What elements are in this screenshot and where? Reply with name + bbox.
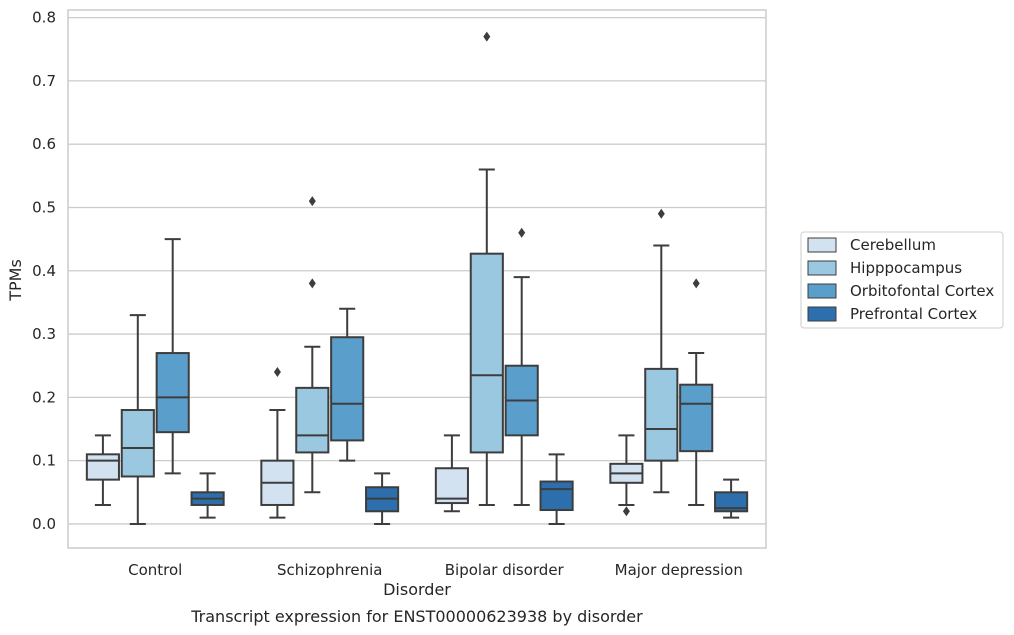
- box-group: [260, 367, 295, 519]
- box-group: [434, 434, 469, 513]
- box-iqr: [120, 409, 155, 478]
- y-tick-label: 0.0: [32, 515, 56, 533]
- legend-swatch: [807, 260, 837, 276]
- x-tick-label: Major depression: [615, 561, 743, 579]
- box-group: [679, 278, 714, 506]
- x-tick-label: Control: [128, 561, 182, 579]
- legend-label: Cerebellum: [850, 236, 936, 254]
- y-tick-label: 0.2: [32, 388, 56, 406]
- outlier-point: [692, 278, 700, 289]
- legend-swatch: [807, 237, 837, 253]
- box-iqr: [330, 336, 365, 442]
- outlier-point: [273, 367, 281, 378]
- box-iqr: [434, 467, 469, 505]
- box-group: [155, 238, 190, 475]
- y-tick-label: 0.6: [32, 135, 56, 153]
- outlier-point: [657, 208, 665, 219]
- box-group: [504, 227, 539, 506]
- box-iqr: [469, 252, 504, 454]
- box-group: [609, 434, 644, 517]
- legend-swatch: [807, 283, 837, 299]
- box-group: [295, 196, 330, 494]
- box-iqr: [295, 386, 330, 454]
- outlier-point: [518, 227, 526, 238]
- figure-caption: Transcript expression for ENST0000062393…: [190, 607, 643, 626]
- plot-frame: [67, 9, 767, 549]
- y-tick-label: 0.1: [32, 452, 56, 470]
- box-iqr: [85, 453, 120, 481]
- x-tick-labels: Control Schizophrenia Bipolar disorder Majo…: [128, 561, 743, 579]
- box-group: [714, 478, 749, 519]
- box-group: [120, 314, 155, 525]
- legend-label: Orbitofontal Cortex: [850, 282, 994, 300]
- y-tick-label: 0.4: [32, 262, 56, 280]
- x-tick-label: Bipolar disorder: [445, 561, 565, 579]
- y-tick-label: 0.8: [32, 9, 56, 27]
- y-tick-label: 0.7: [32, 72, 56, 90]
- box-iqr: [714, 491, 749, 513]
- box-group: [190, 472, 225, 519]
- box-group: [539, 453, 574, 525]
- box-iqr: [155, 352, 190, 434]
- legend: Cerebellum Hipppocampus Orbitofontal Corte…: [800, 231, 1004, 329]
- boxes: [85, 31, 749, 525]
- box-group: [365, 472, 400, 525]
- box-iqr: [679, 383, 714, 453]
- legend-label: Hipppocampus: [850, 259, 962, 277]
- x-axis-label: Disorder: [383, 580, 451, 599]
- outlier-point: [483, 31, 491, 42]
- box-iqr: [539, 480, 574, 512]
- legend-label: Prefrontal Cortex: [850, 305, 977, 323]
- y-tick-labels: 0.0 0.1 0.2 0.3 0.4 0.5 0.6 0.7 0.8: [32, 9, 56, 533]
- box-iqr: [644, 367, 679, 462]
- y-axis-label: TPMs: [6, 259, 25, 302]
- legend-frame: [800, 231, 1004, 329]
- outlier-point: [622, 506, 630, 517]
- x-tick-label: Schizophrenia: [277, 561, 382, 579]
- y-tick-label: 0.5: [32, 198, 56, 216]
- box-group: [330, 307, 365, 462]
- legend-swatch: [807, 306, 837, 322]
- box-group: [644, 208, 679, 494]
- outlier-point: [308, 278, 316, 289]
- box-group: [85, 434, 120, 506]
- box-group: [469, 31, 504, 506]
- outlier-point: [308, 196, 316, 207]
- y-tick-label: 0.3: [32, 325, 56, 343]
